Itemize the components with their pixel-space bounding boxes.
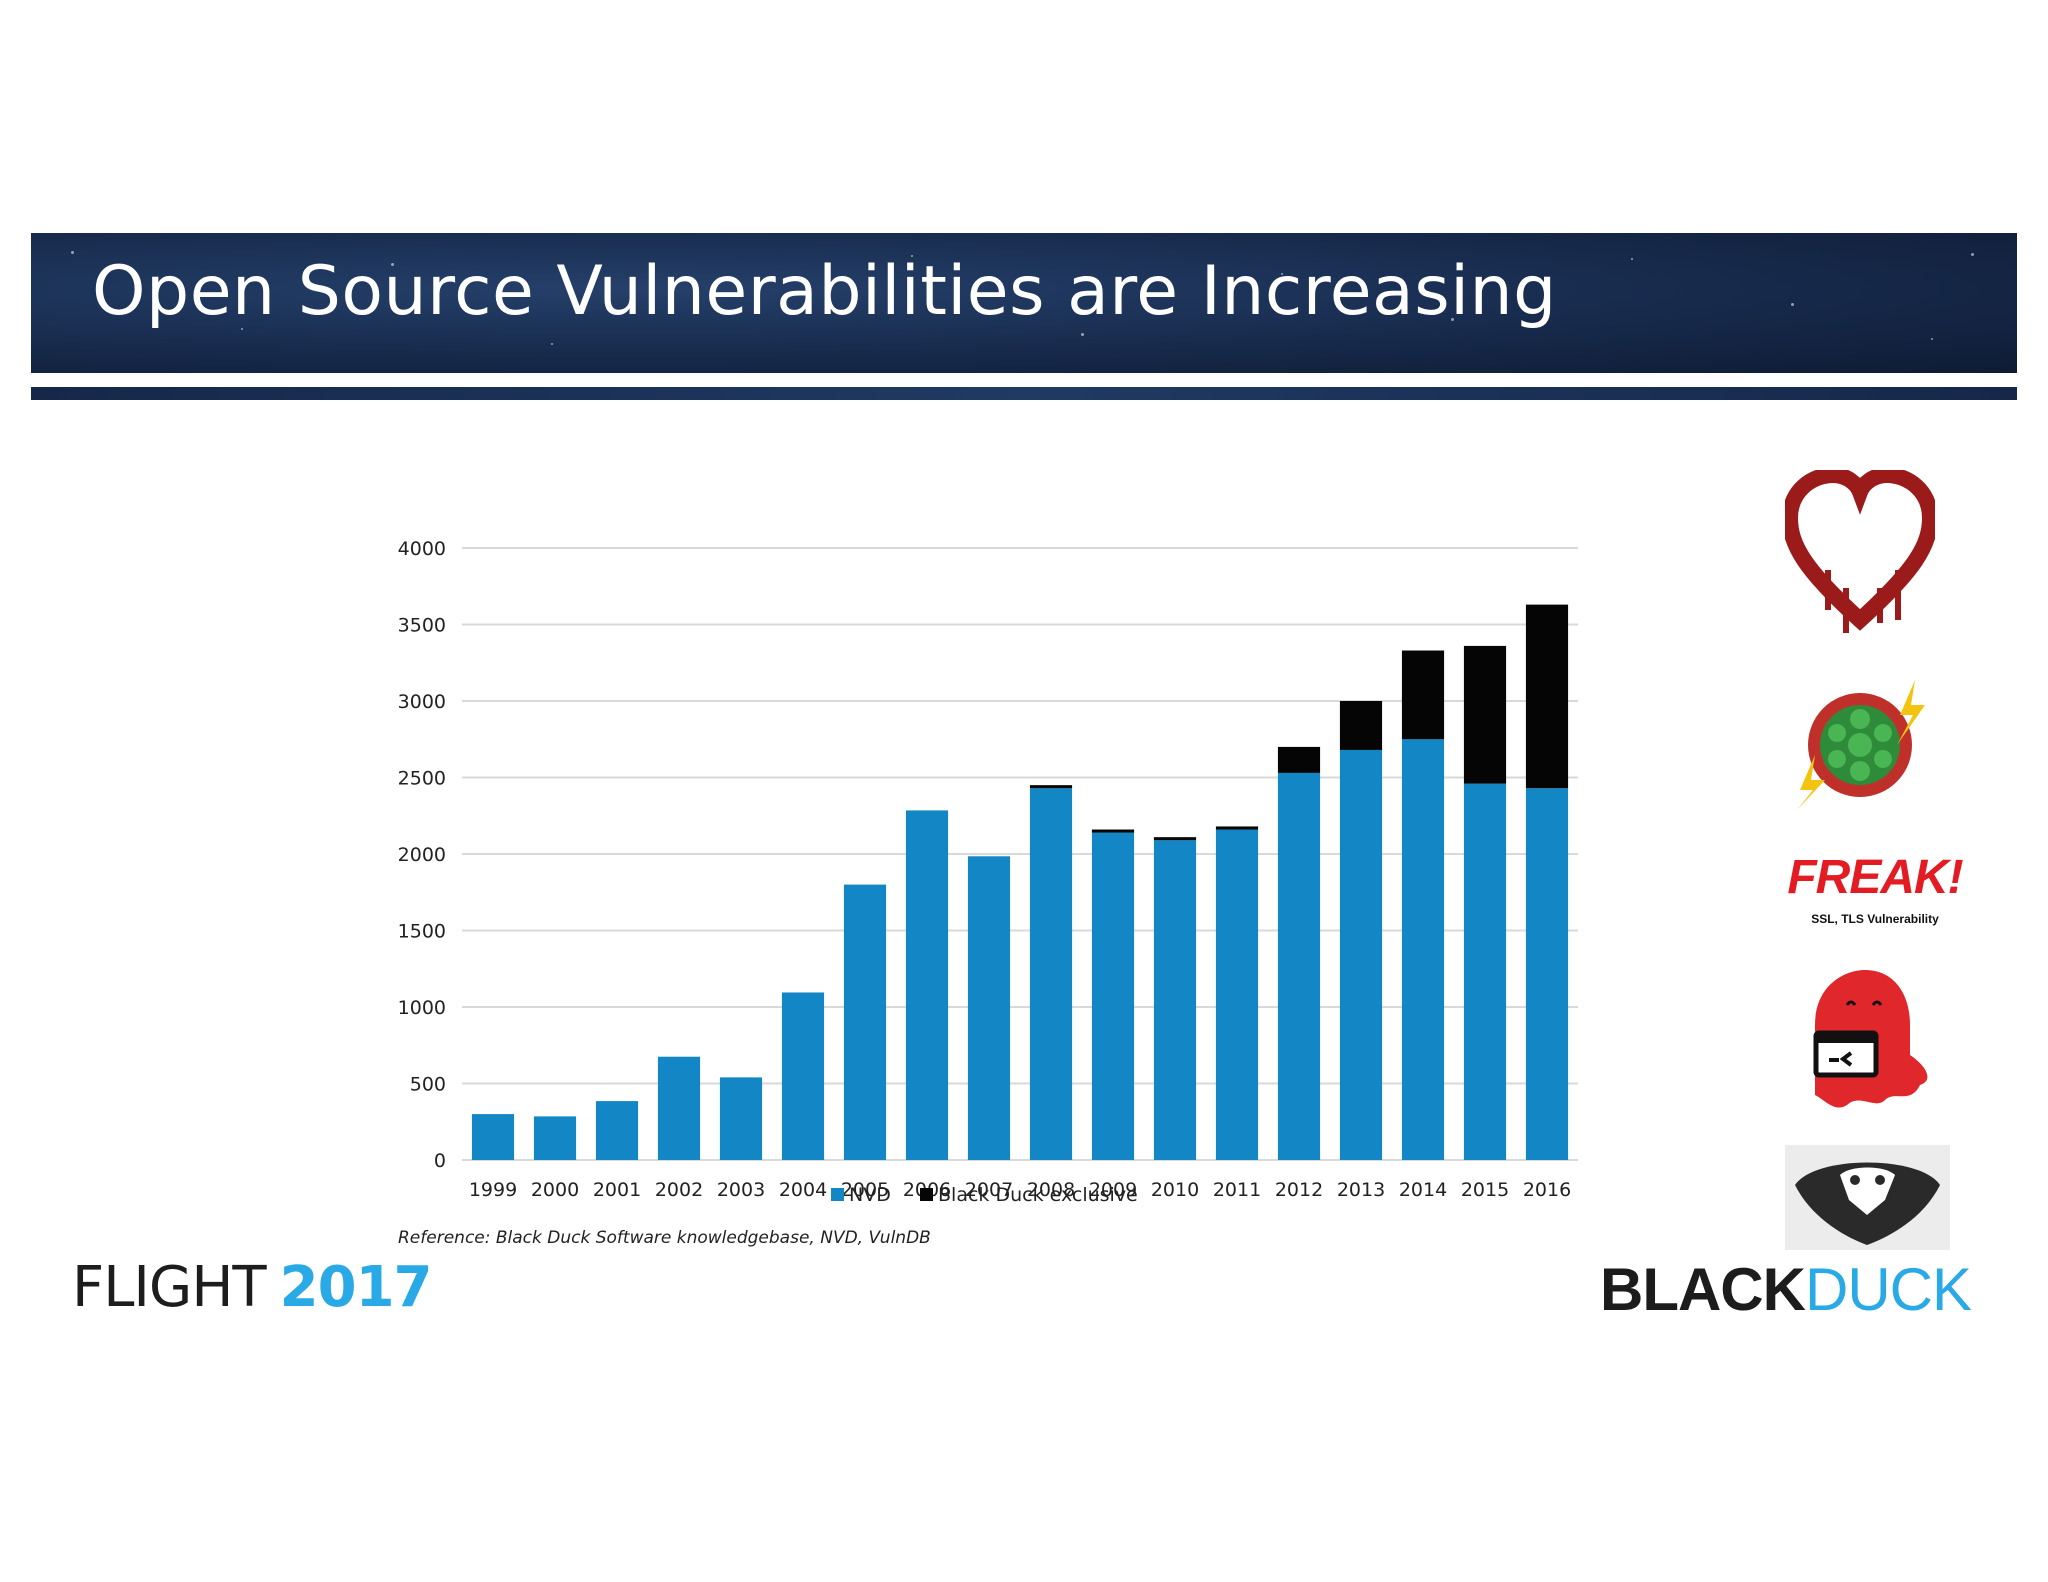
x-tick-label-2004: 2004 [779, 1179, 827, 1201]
bar-nvd-2000 [533, 1116, 577, 1160]
chart-y-axis: 0 500 1000 1500 2000 2500 3000 3500 4000 [398, 538, 446, 1172]
x-tick-label-2003: 2003 [717, 1179, 765, 1201]
flight-2017-logo: FLIGHT 2017 [72, 1255, 432, 1320]
legend-swatch-black-duck-exclusive [920, 1188, 933, 1201]
x-tick-label-2008: 2008 [1027, 1179, 1075, 1201]
bar-nvd-2011 [1215, 829, 1259, 1160]
y-tick-label: 1500 [398, 921, 446, 943]
legend-label-nvd: NVD [849, 1184, 891, 1206]
flight-logo-year: 2017 [279, 1255, 433, 1320]
bar-nvd-2006 [905, 810, 949, 1160]
bar-black-duck-exclusive-2016 [1525, 604, 1569, 789]
legend-swatch-nvd [831, 1188, 844, 1201]
x-tick-label-2015: 2015 [1461, 1179, 1509, 1201]
bar-nvd-2015 [1463, 783, 1507, 1160]
chart-bars [471, 604, 1569, 1160]
bar-nvd-2001 [595, 1101, 639, 1160]
bar-nvd-2003 [719, 1077, 763, 1160]
cobra-vulnerability-icon [1785, 1145, 1950, 1250]
bar-nvd-2002 [657, 1056, 701, 1160]
chart-gridlines [462, 547, 1578, 1161]
x-tick-label-2010: 2010 [1151, 1179, 1199, 1201]
bar-nvd-2013 [1339, 749, 1383, 1160]
ghost-vulnerability-icon [1813, 970, 1928, 1108]
bar-nvd-2005 [843, 884, 887, 1160]
bar-nvd-2014 [1401, 739, 1445, 1160]
x-tick-label-2005: 2005 [841, 1179, 889, 1201]
freak-subtitle: SSL, TLS Vulnerability [1811, 912, 1939, 926]
bar-black-duck-exclusive-2015 [1463, 645, 1507, 784]
bar-black-duck-exclusive-2014 [1401, 650, 1445, 740]
chart-legend: NVD Black Duck exclusive [831, 1184, 1138, 1206]
y-tick-label: 3500 [398, 615, 446, 637]
bar-nvd-2008 [1029, 788, 1073, 1160]
x-tick-label-2016: 2016 [1523, 1179, 1571, 1201]
bar-black-duck-exclusive-2011 [1215, 826, 1259, 830]
y-tick-label: 2500 [398, 768, 446, 790]
y-tick-label: 2000 [398, 844, 446, 866]
banner-divider-strip [31, 387, 2017, 400]
x-tick-label-2000: 2000 [531, 1179, 579, 1201]
bar-black-duck-exclusive-2009 [1091, 829, 1135, 833]
bar-black-duck-exclusive-2012 [1277, 746, 1321, 773]
bar-black-duck-exclusive-2008 [1029, 785, 1073, 789]
legend-label-black-duck-exclusive: Black Duck exclusive [938, 1184, 1138, 1206]
reference-note: Reference: Black Duck Software knowledge… [398, 1228, 931, 1248]
turtle-shell-vulnerability-icon [1797, 680, 1925, 810]
heartbleed-icon [1785, 470, 1935, 633]
x-tick-label-2014: 2014 [1399, 1179, 1447, 1201]
x-tick-label-2001: 2001 [593, 1179, 641, 1201]
bar-nvd-2016 [1525, 788, 1569, 1160]
bar-nvd-1999 [471, 1114, 515, 1160]
x-tick-label-1999: 1999 [469, 1179, 517, 1201]
bar-nvd-2007 [967, 856, 1011, 1160]
x-tick-label-2002: 2002 [655, 1179, 703, 1201]
bar-nvd-2010 [1153, 840, 1197, 1160]
y-tick-label: 3000 [398, 691, 446, 713]
y-tick-label: 0 [434, 1150, 446, 1172]
x-tick-label-2011: 2011 [1213, 1179, 1261, 1201]
x-tick-label-2012: 2012 [1275, 1179, 1323, 1201]
bar-black-duck-exclusive-2010 [1153, 837, 1197, 841]
y-tick-label: 4000 [398, 538, 446, 560]
blackduck-logo-black: BLACK [1600, 1256, 1806, 1323]
title-banner [31, 233, 2017, 373]
y-tick-label: 1000 [398, 997, 446, 1019]
x-tick-label-2009: 2009 [1089, 1179, 1137, 1201]
slide-title: Open Source Vulnerabilities are Increasi… [92, 252, 1557, 331]
freak-title: FREAK! [1787, 851, 1963, 904]
x-tick-label-2007: 2007 [965, 1179, 1013, 1201]
x-tick-label-2013: 2013 [1337, 1179, 1385, 1201]
bar-nvd-2012 [1277, 772, 1321, 1160]
bar-nvd-2004 [781, 992, 825, 1160]
flight-logo-text: FLIGHT [72, 1255, 267, 1320]
chart-x-axis: 1999200020012002200320042005200620072008… [469, 1179, 1571, 1201]
blackduck-logo-blue: DUCK [1804, 1256, 1972, 1323]
bar-nvd-2009 [1091, 832, 1135, 1160]
blackduck-logo: BLACKDUCK [1600, 1255, 1972, 1324]
bar-black-duck-exclusive-2013 [1339, 701, 1383, 750]
y-tick-label: 500 [410, 1074, 446, 1096]
